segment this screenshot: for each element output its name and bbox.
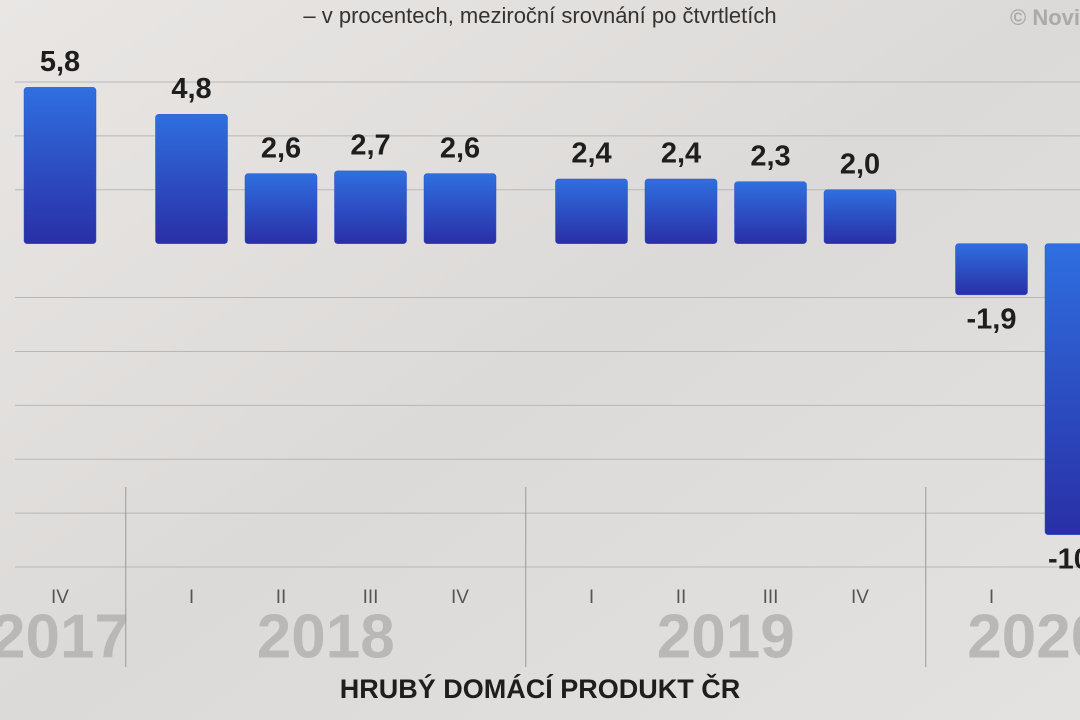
year-label: 2020 [967,602,1080,671]
x-tick-label: I [189,587,194,608]
value-label: 4,8 [171,73,211,105]
x-tick-label: II [676,587,687,608]
bar [23,87,97,244]
bar [823,189,897,244]
chart-title: HRUBÝ DOMÁCÍ PRODUKT ČR [340,673,741,704]
year-label: 2018 [257,602,395,671]
value-label: 2,3 [750,140,790,172]
x-tick-label: IV [851,587,869,608]
x-tick-label: IV [451,587,469,608]
bar [734,181,807,244]
year-label: 2017 [0,602,129,671]
value-label: -10,8 [1048,543,1080,575]
value-label: 2,4 [661,138,701,170]
bar [334,170,407,244]
x-tick-label: IV [51,587,69,608]
x-tick-label: III [763,587,779,608]
value-label: 2,4 [571,138,611,170]
bar [1044,243,1080,535]
x-tick-label: I [989,587,994,608]
value-label: -1,9 [967,304,1017,336]
value-label: 2,6 [440,132,480,164]
subtitle: – v procentech, meziroční srovnání po čt… [303,3,776,28]
source: © Novi [1010,5,1080,30]
value-label: 2,0 [840,148,880,180]
bar [244,173,318,244]
value-label: 2,7 [350,130,390,162]
x-tick-label: II [276,587,287,608]
value-label: 2,6 [261,132,301,164]
value-label: 5,8 [40,46,80,78]
bar [555,178,628,244]
bar [423,173,497,244]
x-tick-label: III [363,587,379,608]
x-tick-label: I [589,587,594,608]
year-label: 2019 [657,602,795,671]
bar [955,243,1028,296]
bar [155,114,228,244]
bar [644,178,718,244]
